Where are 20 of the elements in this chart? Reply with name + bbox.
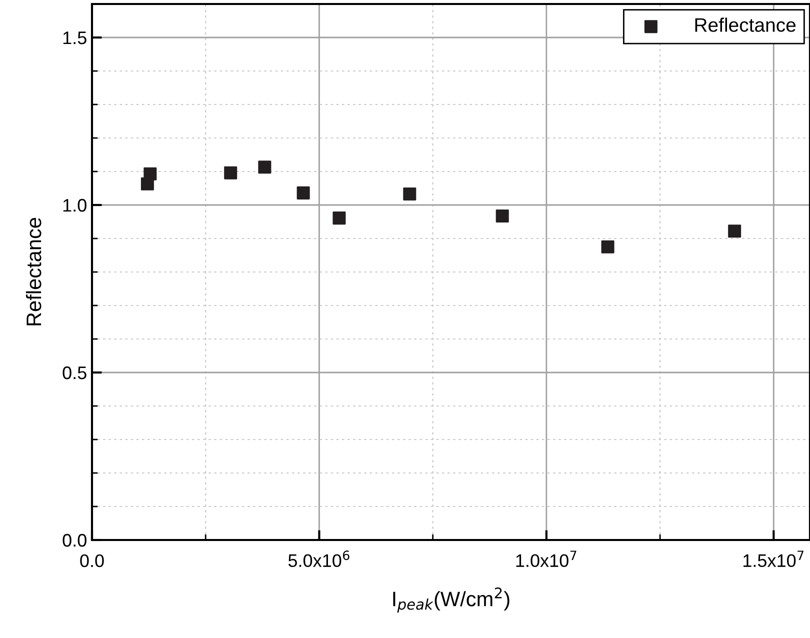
point bbox=[296, 186, 310, 200]
x-tick-label: 1.5x10$^{7}$ bbox=[744, 550, 804, 568]
point bbox=[403, 187, 416, 200]
y-tick-label: 1.5 bbox=[63, 32, 86, 44]
point bbox=[144, 167, 157, 180]
x-tick-label: 1.0x10$^{7}$ bbox=[516, 550, 576, 568]
y-tick-label: 0.5 bbox=[62, 366, 86, 380]
point bbox=[224, 166, 238, 180]
y-tick-label: 1.0 bbox=[63, 198, 86, 212]
x-tick-label: 0.0 bbox=[80, 554, 104, 568]
point bbox=[258, 160, 272, 174]
point bbox=[496, 210, 509, 223]
y-tick-label: 0.0 bbox=[62, 534, 86, 547]
y-axis-title: Reflectance bbox=[26, 218, 42, 326]
x-axis-title: I$_{peak}$(W/cm$^{2}$) bbox=[393, 587, 510, 613]
point bbox=[332, 212, 346, 225]
legend-label: Reflectance bbox=[695, 18, 796, 32]
point bbox=[728, 224, 742, 238]
x-tick-label: 5.0x10$^{6}$ bbox=[288, 550, 350, 568]
point bbox=[601, 240, 614, 254]
